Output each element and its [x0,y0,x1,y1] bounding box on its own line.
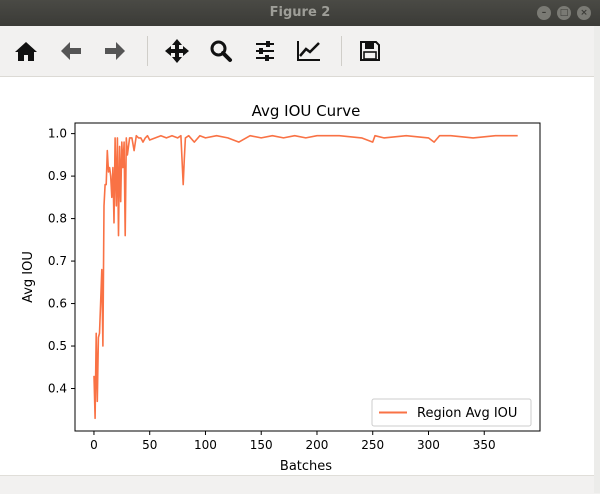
y-tick-label: 0.8 [48,212,67,226]
toolbar-separator [341,36,342,66]
avg-iou-chart: Avg IOU Curve Batches Avg IOU 0 50 100 150 2… [21,102,541,474]
zoom-button[interactable] [208,38,234,64]
window-edge [594,26,600,493]
home-button[interactable] [13,38,39,64]
toolbar-separator [147,36,148,66]
x-tick-label: 350 [473,438,496,452]
maximize-button[interactable]: □ [557,6,571,20]
y-axis-label: Avg IOU [21,251,36,303]
x-tick-label: 150 [250,438,273,452]
x-tick-label: 300 [417,438,440,452]
x-tick-label: 0 [90,438,98,452]
chart-title: Avg IOU Curve [252,102,361,120]
y-tick-label: 0.5 [48,339,67,353]
minimize-button[interactable]: – [537,6,551,20]
status-bar [0,475,600,494]
line-chart-icon [297,41,320,61]
sliders-icon [256,41,274,61]
edit-axes-button[interactable] [296,38,322,64]
window-titlebar: Figure 2 – □ × [0,0,600,26]
home-icon [15,42,37,61]
move-icon [165,39,189,63]
legend: Region Avg IOU [371,398,532,427]
x-tick-label: 50 [142,438,157,452]
y-tick-label: 0.9 [48,169,67,183]
y-tick-label: 0.7 [48,254,67,268]
toolbar [0,26,600,77]
save-button[interactable] [357,38,383,64]
x-tick-label: 250 [361,438,384,452]
magnifier-icon [210,40,232,62]
plot-area-frame [74,122,541,432]
figure-canvas[interactable]: Avg IOU Curve Batches Avg IOU 0 50 100 150 2… [0,77,600,475]
arrow-right-icon [105,42,125,60]
x-axis-label: Batches [280,459,332,474]
y-tick-label: 0.4 [48,382,67,396]
close-button[interactable]: × [577,6,591,20]
window-title: Figure 2 [269,5,331,20]
y-tick-label: 0.6 [48,297,67,311]
y-tick-label: 1.0 [48,127,67,141]
floppy-disk-icon [360,41,380,61]
arrow-left-icon [61,42,81,60]
subplots-button[interactable] [252,38,278,64]
pan-button[interactable] [164,38,190,64]
back-button[interactable] [58,38,84,64]
forward-button[interactable] [102,38,128,64]
x-tick-label: 100 [194,438,217,452]
series-line-region-avg-iou [93,134,518,420]
x-tick-label: 200 [306,438,329,452]
legend-label-region-avg-iou: Region Avg IOU [417,406,517,421]
